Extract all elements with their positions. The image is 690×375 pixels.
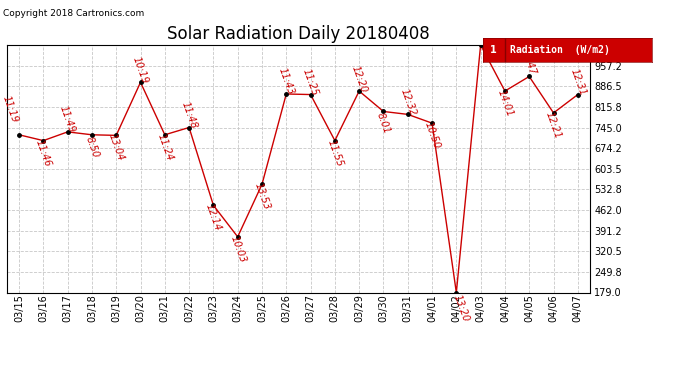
- Title: Solar Radiation Daily 20180408: Solar Radiation Daily 20180408: [167, 26, 430, 44]
- Text: 11:19: 11:19: [1, 94, 20, 124]
- Text: 12:32: 12:32: [398, 87, 417, 117]
- Text: 8:50: 8:50: [83, 135, 100, 159]
- Text: 6:47: 6:47: [521, 52, 538, 76]
- Text: 10:50: 10:50: [422, 120, 442, 150]
- Text: 11:25: 11:25: [301, 68, 320, 97]
- Text: 1: 1: [490, 45, 497, 55]
- Text: 12:14: 12:14: [204, 202, 223, 232]
- Text: 13:53: 13:53: [253, 182, 271, 212]
- Text: 10:19: 10:19: [131, 55, 150, 85]
- Text: 11:43: 11:43: [277, 67, 296, 97]
- Text: 12:31: 12:31: [569, 68, 587, 97]
- Text: 11:46: 11:46: [34, 138, 53, 168]
- Text: Copyright 2018 Cartronics.com: Copyright 2018 Cartronics.com: [3, 9, 145, 18]
- Text: 13:20: 13:20: [452, 294, 471, 324]
- Text: 10:03: 10:03: [228, 234, 247, 264]
- Text: 11:49: 11:49: [58, 105, 77, 135]
- Text: 12:20: 12:20: [350, 64, 368, 94]
- Text: 14:01: 14:01: [495, 88, 515, 118]
- Text: 12:21: 12:21: [544, 110, 563, 140]
- Text: 8:01: 8:01: [375, 112, 392, 136]
- Text: 11:48: 11:48: [179, 100, 199, 130]
- Text: Radiation  (W/m2): Radiation (W/m2): [510, 45, 610, 55]
- Text: 13:04: 13:04: [107, 133, 126, 163]
- Text: 11:55: 11:55: [326, 138, 344, 168]
- Text: 11:24: 11:24: [155, 132, 175, 162]
